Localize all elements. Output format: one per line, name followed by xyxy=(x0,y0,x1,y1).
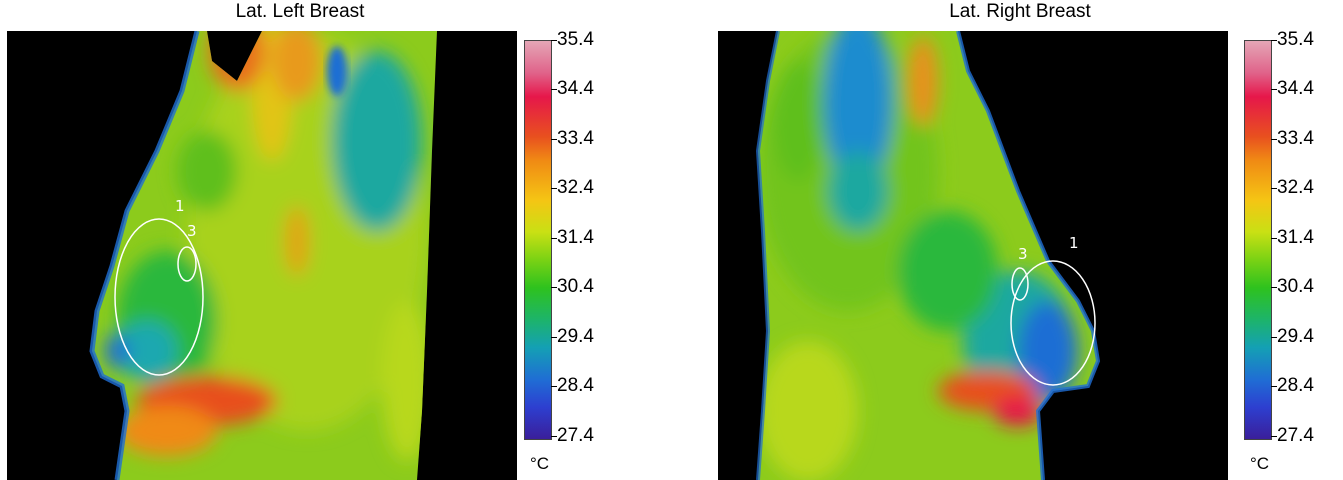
left-thermal-image: 1 3 xyxy=(7,31,517,480)
scale-tick-label: 27.4 xyxy=(1277,425,1314,446)
scale-tick-label: 29.4 xyxy=(1277,326,1314,347)
roi-3-label: 3 xyxy=(1018,245,1028,263)
temperature-color-bar xyxy=(524,40,552,440)
scale-tick-label: 34.4 xyxy=(557,78,594,99)
scale-tick-label: 32.4 xyxy=(557,177,594,198)
scale-tick-label: 30.4 xyxy=(557,276,594,297)
scale-tick-label: 33.4 xyxy=(557,128,594,149)
roi-3-outline xyxy=(1011,267,1029,301)
roi-1-label: 1 xyxy=(175,197,185,215)
scale-tick-label: 31.4 xyxy=(1277,227,1314,248)
scale-tick-label: 31.4 xyxy=(557,227,594,248)
roi-3-label: 3 xyxy=(187,222,197,240)
scale-tick-label: 35.4 xyxy=(1277,29,1314,50)
scale-tick-label: 28.4 xyxy=(557,375,594,396)
right-panel-title: Lat. Right Breast xyxy=(949,1,1091,22)
left-temperature-scale: 35.4 34.4 33.4 32.4 31.4 30.4 29.4 28.4 … xyxy=(522,30,632,480)
right-thermogram-panel: Lat. Right Breast xyxy=(700,0,1343,480)
left-panel-title: Lat. Left Breast xyxy=(235,1,365,22)
scale-unit-label: °C xyxy=(530,454,550,473)
scale-tick-label: 32.4 xyxy=(1277,177,1314,198)
scale-tick-label: 33.4 xyxy=(1277,128,1314,149)
roi-3-outline xyxy=(177,246,197,282)
scale-tick-label: 35.4 xyxy=(557,29,594,50)
scale-tick-label: 28.4 xyxy=(1277,375,1314,396)
scale-unit-label: °C xyxy=(1250,454,1270,473)
right-temperature-scale: 35.4 34.4 33.4 32.4 31.4 30.4 29.4 28.4 … xyxy=(1242,30,1343,480)
scale-tick-label: 29.4 xyxy=(557,326,594,347)
right-thermal-image: 1 3 xyxy=(718,31,1228,480)
temperature-color-bar xyxy=(1244,40,1272,440)
roi-1-outline xyxy=(1010,260,1096,386)
roi-1-outline xyxy=(114,218,204,376)
scale-tick-label: 30.4 xyxy=(1277,276,1314,297)
scale-tick-label: 27.4 xyxy=(557,425,594,446)
scale-tick-label: 34.4 xyxy=(1277,78,1314,99)
roi-1-label: 1 xyxy=(1069,234,1079,252)
left-thermogram-panel: Lat. Left Breast xyxy=(0,0,650,480)
